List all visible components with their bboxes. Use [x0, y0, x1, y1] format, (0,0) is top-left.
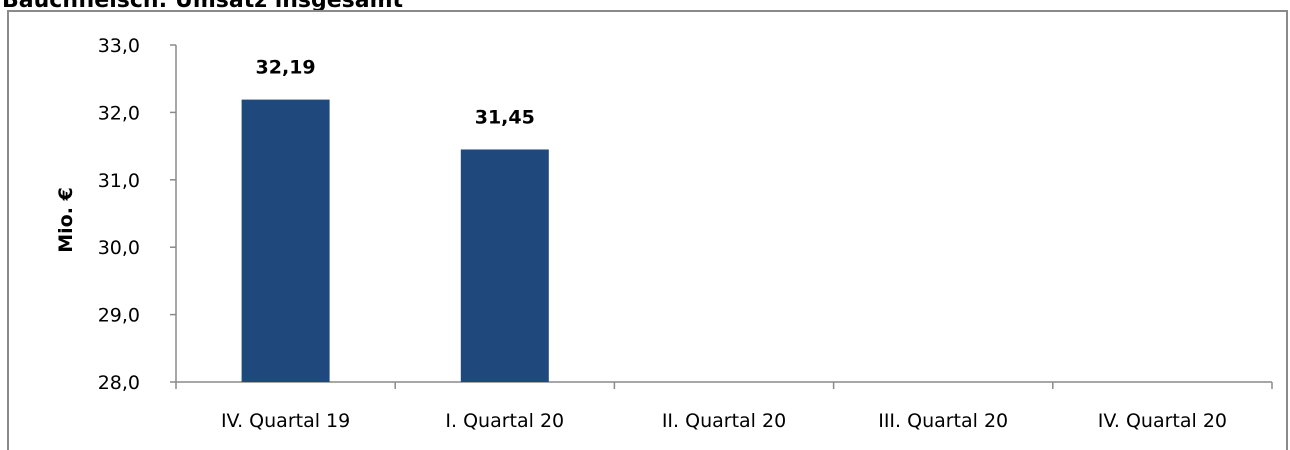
- x-tick-label: I. Quartal 20: [445, 410, 564, 432]
- x-tick-label: IV. Quartal 19: [221, 410, 350, 432]
- y-axis-title: Mio. €: [55, 187, 77, 253]
- bar: [241, 99, 330, 383]
- y-tick-label: 30,0: [98, 237, 140, 259]
- y-tick-label: 28,0: [98, 372, 140, 394]
- data-label: 32,19: [256, 57, 316, 79]
- data-label: 31,45: [475, 106, 535, 128]
- y-tick-label: 31,0: [98, 170, 140, 192]
- bar: [460, 149, 549, 382]
- x-tick-label: IV. Quartal 20: [1098, 410, 1227, 432]
- x-tick-label: II. Quartal 20: [662, 410, 786, 432]
- x-tick-label: III. Quartal 20: [878, 410, 1008, 432]
- chart-frame: [7, 10, 1288, 450]
- y-tick-label: 32,0: [98, 102, 140, 124]
- y-tick-label: 29,0: [98, 305, 140, 327]
- y-tick-label: 33,0: [98, 35, 140, 57]
- chart-title: Bauchfleisch: Umsatz insgesamt: [2, 0, 404, 13]
